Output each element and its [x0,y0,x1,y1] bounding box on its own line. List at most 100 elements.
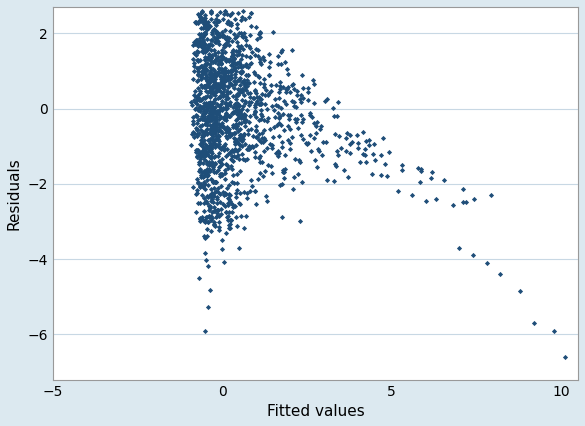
Point [235,69,245,76]
Point [208,116,217,123]
Point [214,137,223,144]
Point [212,70,221,77]
Point [244,146,253,153]
Point [225,100,234,107]
Point [272,122,281,129]
Point [221,190,230,197]
Point [205,114,214,121]
Point [244,13,253,20]
Point [198,184,207,190]
Point [209,190,218,196]
Point [214,121,223,128]
Point [249,79,259,86]
Point [211,187,221,194]
Point [230,71,240,78]
Point [211,140,220,147]
Point [413,164,422,171]
Point [198,31,207,37]
Point [223,56,232,63]
Point [207,193,216,199]
Point [211,36,221,43]
Point [226,199,236,206]
Point [196,76,205,83]
Point [218,32,228,38]
Point [201,57,210,64]
Point [243,127,253,133]
Point [206,217,215,224]
Point [222,113,232,120]
Point [201,82,211,89]
Point [204,167,213,174]
Point [261,193,271,200]
Point [212,70,222,77]
Point [201,108,211,115]
Point [206,146,215,153]
Point [210,69,219,76]
Point [234,103,243,109]
Point [203,44,212,51]
Point [200,40,209,47]
Point [200,30,209,37]
Point [208,106,218,113]
Point [360,145,369,152]
Point [225,222,234,229]
Point [201,216,210,223]
Point [207,176,216,182]
Point [219,124,228,131]
Point [232,104,241,111]
Point [283,137,292,144]
Point [238,143,247,150]
Point [194,107,203,114]
Point [195,40,204,47]
Point [208,127,218,133]
Point [201,84,211,91]
Point [206,102,215,109]
Point [207,70,216,77]
Point [213,206,222,213]
Point [233,100,242,106]
Point [223,37,232,44]
Point [213,32,222,39]
Point [202,115,211,122]
Point [309,119,319,126]
Point [195,158,205,165]
Point [221,105,230,112]
Point [207,8,216,14]
Point [209,66,218,72]
Point [201,152,210,158]
Point [256,100,266,107]
Point [207,58,216,65]
Point [196,150,205,157]
Point [204,143,214,150]
Point [195,17,205,23]
Point [238,32,247,39]
Point [194,199,203,206]
Point [346,131,355,138]
Point [199,19,208,26]
Point [205,60,214,67]
Point [276,181,285,188]
Point [276,49,285,55]
Point [189,117,198,124]
Point [213,60,222,67]
Point [205,83,214,90]
Point [216,162,225,169]
Point [195,200,204,207]
Point [225,149,235,155]
Point [227,209,236,216]
Point [192,97,201,104]
Point [192,52,201,58]
Point [232,91,242,98]
Point [222,76,231,83]
Point [196,30,205,37]
Point [212,81,222,87]
Point [215,158,225,165]
Point [194,68,203,75]
Point [287,98,296,104]
Point [214,126,223,133]
Point [246,22,255,29]
Point [201,181,210,187]
Point [235,75,244,82]
Point [214,65,223,72]
Point [333,98,342,105]
